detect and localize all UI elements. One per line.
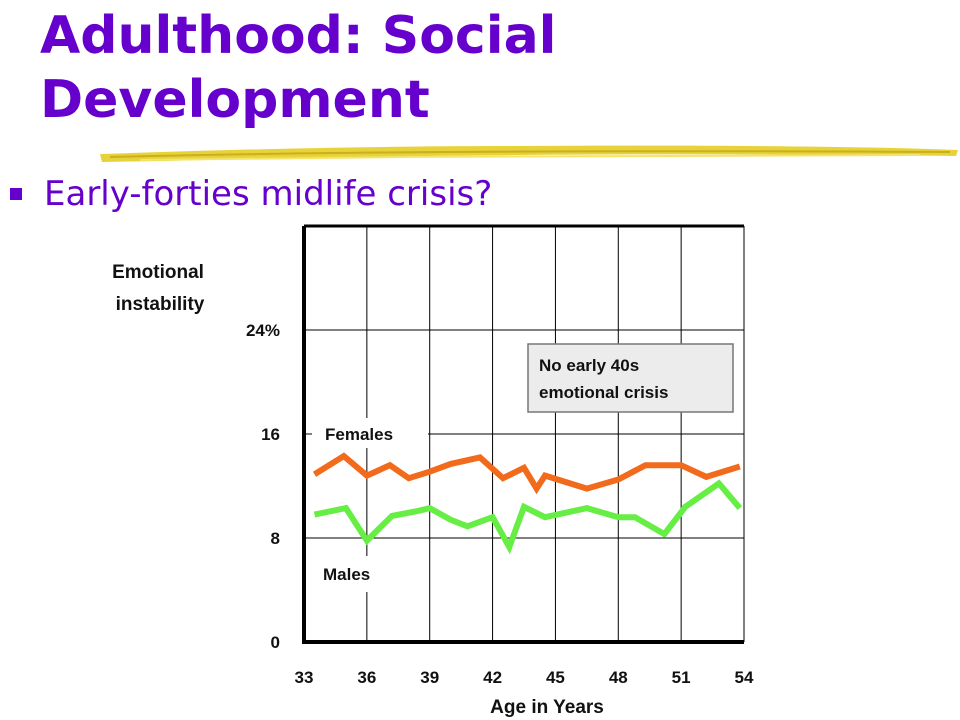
- y-tick-label: 0: [271, 633, 280, 652]
- square-bullet-icon: [10, 188, 22, 200]
- annotation-line-1: No early 40s: [539, 356, 639, 375]
- x-tick-label: 42: [483, 668, 502, 687]
- males-label-bg: [312, 556, 392, 592]
- y-tick-label: 16: [261, 425, 280, 444]
- x-tick-label: 51: [672, 668, 691, 687]
- x-axis-label: Age in Years: [490, 697, 604, 718]
- bullet-item: Early-forties midlife crisis?: [10, 170, 492, 218]
- annotation-line-2: emotional crisis: [539, 383, 668, 402]
- slide-title-line-2: Development: [40, 70, 430, 130]
- x-tick-label: 39: [420, 668, 439, 687]
- series-line-males: [313, 479, 743, 555]
- slide-title-line-1: Adulthood: Social: [40, 6, 557, 66]
- x-tick-label: 33: [295, 668, 314, 687]
- series-label-females: Females: [325, 425, 393, 444]
- y-tick-label: 24%: [246, 321, 280, 340]
- x-tick-label: 48: [609, 668, 628, 687]
- females-label-bg: [312, 418, 428, 448]
- y-axis-label-line-2: instability: [116, 294, 205, 315]
- slide-title: Adulthood: Social Development: [40, 4, 557, 132]
- annotation-box-bg: [527, 343, 734, 413]
- y-axis-label-line-1: Emotional: [112, 262, 204, 283]
- title-underline-brush: [100, 145, 958, 162]
- y-tick-label: 8: [271, 529, 280, 548]
- series-line-females: [312, 452, 741, 495]
- x-tick-label: 36: [357, 668, 376, 687]
- x-tick-label: 45: [546, 668, 565, 687]
- x-tick-label: 54: [735, 668, 754, 687]
- annotation-box: No early 40s emotional crisis: [527, 343, 734, 413]
- series-label-males: Males: [323, 565, 370, 584]
- bullet-text: Early-forties midlife crisis?: [44, 174, 493, 214]
